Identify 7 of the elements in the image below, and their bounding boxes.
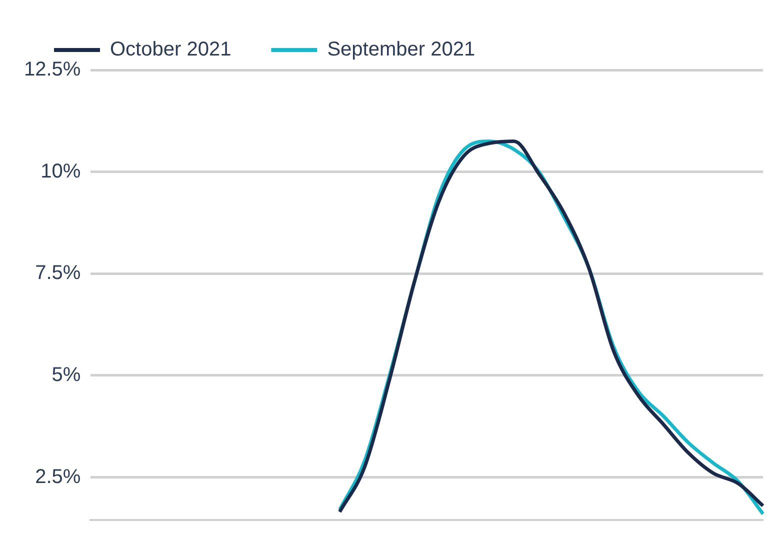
y-tick-label: 5% (52, 364, 81, 386)
legend-label: September 2021 (327, 38, 476, 61)
y-tick-label: 7.5% (35, 262, 81, 284)
legend-label: October 2021 (110, 38, 232, 61)
y-tick-label: 12.5% (24, 58, 81, 81)
y-tick-label: 10% (40, 160, 81, 182)
y-tick-label: 2.5% (35, 466, 81, 488)
